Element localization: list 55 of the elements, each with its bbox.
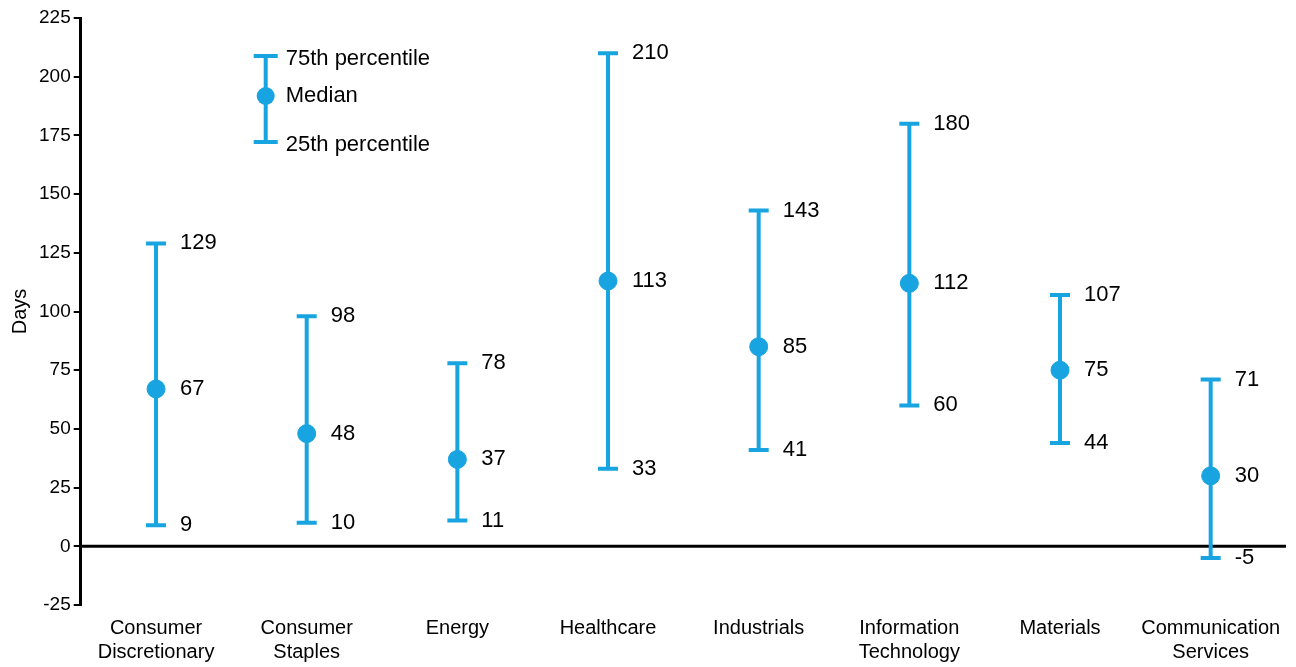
y-tick-label: 50 (49, 417, 71, 439)
annotation: 107 (1084, 281, 1121, 307)
data-label: 85 (782, 332, 808, 358)
x-tick-label: Materials (1019, 615, 1101, 638)
x-tick-label: Information Technology (858, 615, 960, 662)
annotation: 25th percentile (285, 131, 431, 157)
x-tick-label: Communication Services (1141, 615, 1281, 662)
y-tick-label: 75 (49, 358, 71, 380)
annotation: 60 (933, 391, 958, 417)
annotation: 98 (330, 302, 356, 328)
point (146, 379, 166, 399)
data-label: 75 (1084, 356, 1109, 382)
annotation: 33 (632, 454, 657, 480)
annotation: 180 (933, 109, 971, 135)
x-tick-label: Consumer Staples (260, 615, 354, 662)
annotation: 78 (481, 349, 506, 375)
annotation: 41 (782, 436, 808, 462)
point (1050, 360, 1070, 380)
y-tick-label: 200 (39, 64, 71, 86)
point (1201, 466, 1221, 486)
y-tick-label: 25 (49, 475, 71, 497)
y-tick-label: 100 (39, 299, 71, 321)
y-tick-label: 150 (39, 182, 71, 204)
annotation: 9 (180, 511, 193, 537)
y-tick-label: 175 (39, 123, 71, 145)
y-tick-label: 225 (39, 6, 71, 28)
annotation: 10 (330, 508, 356, 534)
y-tick-label: -25 (43, 593, 71, 615)
x-tick-label: Industrials (713, 615, 805, 638)
data-label: 48 (330, 419, 356, 445)
annotation: 71 (1234, 365, 1260, 391)
point (297, 424, 317, 444)
point (598, 271, 618, 291)
annotation: 143 (782, 196, 820, 222)
annotation: 75th percentile (285, 45, 431, 71)
x-tick-label: Energy (425, 615, 490, 638)
data-label: 112 (933, 269, 969, 295)
annotation: -5 (1234, 544, 1255, 570)
data-label: 37 (481, 445, 506, 471)
annotation: 129 (180, 229, 217, 255)
x-tick-label: Consumer Discretionary (97, 615, 215, 662)
data-label: 67 (180, 375, 205, 401)
point (749, 337, 769, 357)
point (899, 273, 919, 293)
legend-label: Median (285, 82, 358, 108)
data-label: 30 (1234, 461, 1260, 487)
y-axis-title: Days (7, 288, 30, 335)
annotation: 210 (632, 39, 669, 65)
y-tick-label: 125 (39, 241, 71, 263)
annotation: 44 (1084, 429, 1109, 455)
point (447, 449, 467, 469)
y-tick-label: 0 (60, 534, 71, 556)
annotation: 11 (481, 506, 505, 532)
data-label: 113 (632, 267, 668, 293)
x-tick-label: Healthcare (559, 615, 657, 638)
